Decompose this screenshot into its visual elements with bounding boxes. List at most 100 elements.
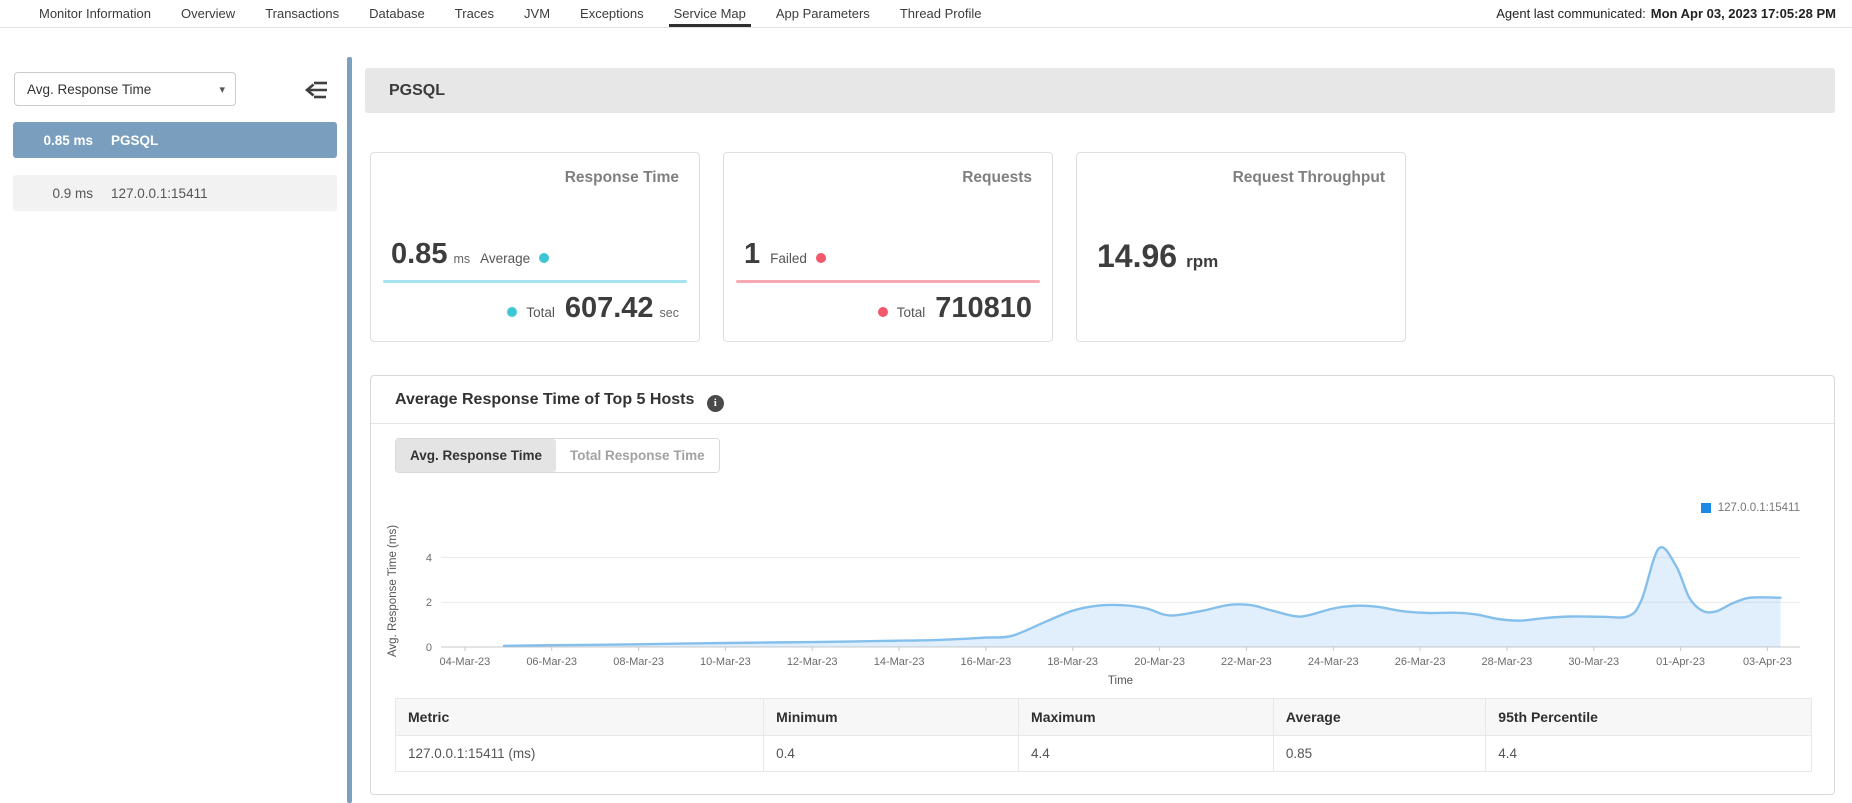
sidebar-divider-bar [347, 57, 352, 803]
cell-metric: 127.0.0.1:15411 (ms) [394, 735, 765, 772]
header-metric: Metric [394, 698, 765, 736]
failed-value: 1 [744, 238, 761, 270]
agent-last-communicated-label: Agent last communicated: [1496, 6, 1646, 21]
average-unit: ms [453, 252, 471, 266]
svg-text:30-Mar-23: 30-Mar-23 [1568, 656, 1619, 668]
agent-last-communicated: Agent last communicated: Mon Apr 03, 202… [1496, 0, 1852, 27]
svg-text:Avg. Response Time (ms): Avg. Response Time (ms) [387, 525, 399, 657]
total-label: Total [526, 305, 555, 320]
svg-text:01-Apr-23: 01-Apr-23 [1656, 656, 1705, 668]
card-title: Response Time [564, 169, 679, 186]
nav-tab-thread-profile[interactable]: Thread Profile [899, 6, 982, 21]
page-title: PGSQL [365, 68, 1835, 113]
nav-tab-monitor-information[interactable]: Monitor Information [39, 6, 151, 21]
nav-tab-transactions[interactable]: Transactions [265, 6, 340, 21]
nav-tab-service-map[interactable]: Service Map [659, 0, 761, 27]
tab-total-response-time[interactable]: Total Response Time [556, 439, 719, 472]
chart-panel-title: Average Response Time of Top 5 Hosts [395, 391, 695, 408]
host-name: 127.0.0.1:15411 [111, 185, 208, 201]
tab-avg-response-time[interactable]: Avg. Response Time [396, 439, 557, 472]
header-95th-percentile: 95th Percentile [1485, 698, 1812, 736]
svg-text:20-Mar-23: 20-Mar-23 [1134, 656, 1185, 668]
agent-last-communicated-time: Mon Apr 03, 2023 17:05:28 PM [1650, 6, 1836, 21]
chart-legend[interactable]: 127.0.0.1:15411 [1700, 502, 1800, 514]
table-row: 127.0.0.1:15411 (ms) 0.4 4.4 0.85 4.4 [394, 735, 1812, 772]
nav-tab-jvm[interactable]: JVM [524, 6, 551, 21]
svg-text:18-Mar-23: 18-Mar-23 [1047, 656, 1098, 668]
request-throughput-card: Request Throughput 14.96 rpm [1076, 152, 1406, 342]
cell-maximum: 4.4 [1018, 735, 1274, 772]
host-metric-value: 0.9 ms [52, 185, 93, 201]
collapse-sidebar-button[interactable] [303, 78, 331, 102]
metric-summary-table: Metric Minimum Maximum Average 95th Perc… [394, 698, 1812, 772]
throughput-unit: rpm [1186, 252, 1219, 271]
svg-text:28-Mar-23: 28-Mar-23 [1482, 656, 1533, 668]
total-label: Total [896, 305, 926, 320]
legend-swatch-icon [1700, 503, 1711, 513]
svg-text:16-Mar-23: 16-Mar-23 [961, 656, 1012, 668]
total-dot-icon [877, 307, 888, 317]
svg-text:24-Mar-23: 24-Mar-23 [1308, 656, 1359, 668]
svg-text:10-Mar-23: 10-Mar-23 [700, 656, 751, 668]
throughput-stat: 14.96 rpm [1097, 238, 1218, 275]
sidebar-item-host-127-0-0-1[interactable]: 0.9 ms 127.0.0.1:15411 [13, 175, 337, 211]
chevron-down-icon: ▾ [219, 83, 225, 96]
sidebar-item-pgsql[interactable]: 0.85 ms PGSQL [13, 122, 337, 158]
cell-average: 0.85 [1272, 735, 1487, 772]
header-average: Average [1272, 698, 1487, 736]
svg-text:2: 2 [426, 597, 432, 609]
total-response-time-stat: Total 607.42 sec [507, 292, 679, 325]
average-dot-icon [539, 253, 550, 263]
card-accent-line [383, 280, 687, 283]
host-metric-value: 0.85 ms [43, 132, 93, 148]
nav-tab-list: Monitor Information Overview Transaction… [0, 0, 996, 27]
metric-filter-value: Avg. Response Time [27, 81, 152, 97]
svg-text:0: 0 [426, 642, 432, 654]
svg-text:26-Mar-23: 26-Mar-23 [1395, 656, 1446, 668]
chart-mode-tabs: Avg. Response Time Total Response Time [395, 438, 720, 473]
svg-text:Time: Time [1108, 675, 1133, 687]
nav-tab-overview[interactable]: Overview [181, 6, 236, 21]
hosts-sidebar: Avg. Response Time ▾ 0.85 ms PGSQL 0.9 m… [0, 28, 347, 803]
response-time-chart[interactable]: 0 2 4 04-Mar-23 06-Mar-23 08-Mar-23 10-Mar-23 1… [383, 521, 1828, 694]
host-name: PGSQL [111, 132, 159, 148]
top-navigation: Monitor Information Overview Transaction… [0, 0, 1852, 28]
svg-text:08-Mar-23: 08-Mar-23 [613, 656, 664, 668]
card-title: Requests [962, 169, 1032, 186]
svg-text:04-Mar-23: 04-Mar-23 [440, 656, 491, 668]
svg-text:14-Mar-23: 14-Mar-23 [874, 656, 925, 668]
total-unit: sec [659, 306, 679, 320]
average-value: 0.85 [391, 238, 448, 270]
throughput-value: 14.96 [1097, 238, 1178, 274]
total-value: 710810 [935, 292, 1032, 324]
nav-tab-traces[interactable]: Traces [454, 6, 495, 21]
header-minimum: Minimum [763, 698, 1020, 736]
failed-requests-stat: 1 Failed [744, 238, 826, 271]
card-accent-line [736, 280, 1040, 283]
cell-minimum: 0.4 [763, 735, 1020, 772]
failed-label: Failed [770, 251, 807, 266]
requests-card: Requests 1 Failed Total 710810 [723, 152, 1053, 342]
metric-filter-dropdown[interactable]: Avg. Response Time ▾ [14, 72, 236, 106]
cell-95th-percentile: 4.4 [1485, 735, 1812, 772]
info-icon[interactable]: i [706, 395, 724, 412]
legend-series-label: 127.0.0.1:15411 [1717, 502, 1800, 514]
svg-text:22-Mar-23: 22-Mar-23 [1221, 656, 1272, 668]
collapse-left-icon [303, 81, 331, 106]
svg-text:03-Apr-23: 03-Apr-23 [1743, 656, 1792, 668]
failed-dot-icon [815, 253, 826, 263]
total-requests-stat: Total 710810 [877, 292, 1032, 325]
chart-panel-header: Average Response Time of Top 5 Hosts i [371, 376, 1834, 424]
nav-tab-app-parameters[interactable]: App Parameters [775, 6, 870, 21]
response-time-card: Response Time 0.85 ms Average Total 607.… [370, 152, 700, 342]
average-response-time-stat: 0.85 ms Average [391, 238, 550, 271]
svg-text:06-Mar-23: 06-Mar-23 [526, 656, 577, 668]
nav-tab-database[interactable]: Database [369, 6, 425, 21]
svg-text:12-Mar-23: 12-Mar-23 [787, 656, 838, 668]
total-dot-icon [507, 307, 518, 317]
header-maximum: Maximum [1018, 698, 1274, 736]
total-value: 607.42 [564, 292, 654, 324]
average-label: Average [480, 251, 531, 266]
nav-tab-exceptions[interactable]: Exceptions [580, 6, 644, 21]
